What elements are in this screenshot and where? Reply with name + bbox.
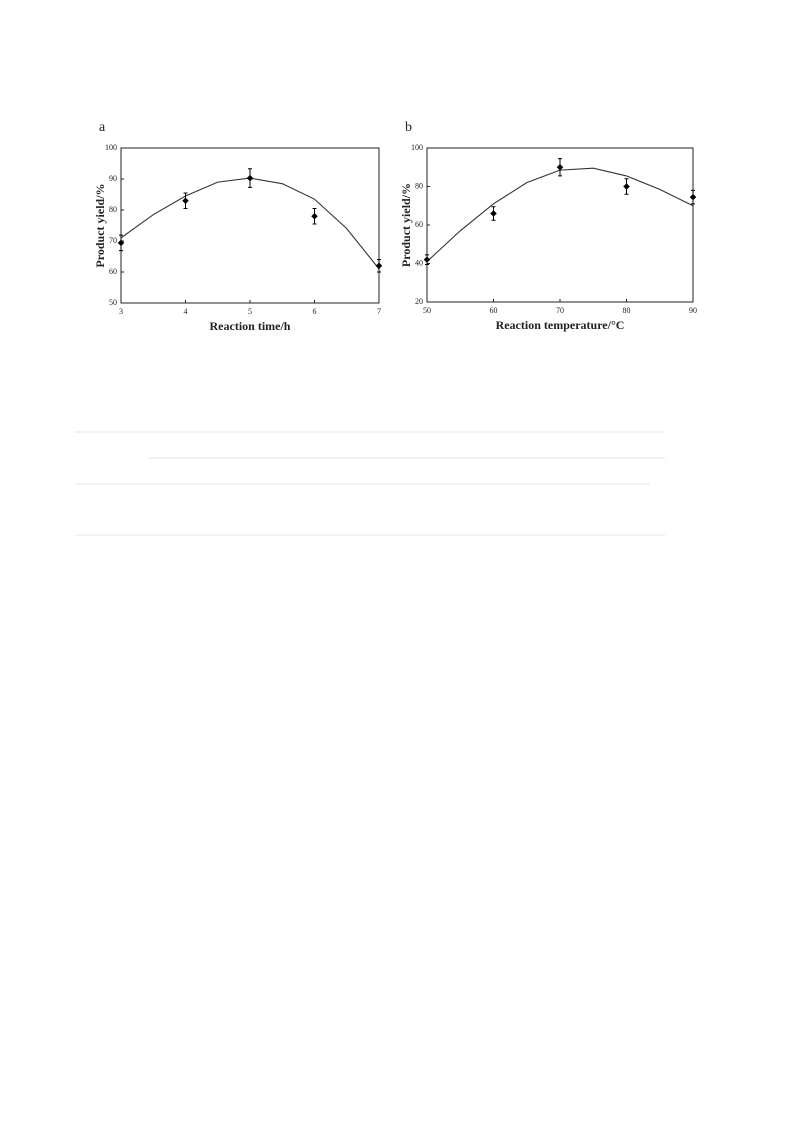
- data-point: [556, 163, 564, 171]
- data-point: [182, 197, 189, 204]
- x-tick-label: 70: [556, 306, 564, 315]
- y-tick-label: 20: [415, 297, 423, 306]
- data-point: [689, 193, 697, 201]
- x-tick-label: 3: [119, 307, 123, 316]
- y-tick-label: 90: [109, 174, 117, 183]
- y-tick-label: 100: [105, 143, 117, 152]
- x-tick-label: 7: [377, 307, 381, 316]
- panel-label: a: [99, 120, 106, 135]
- fit-curve: [426, 167, 694, 262]
- x-tick-label: 50: [423, 306, 431, 315]
- x-tick-label: 5: [248, 307, 252, 316]
- data-point: [375, 262, 383, 270]
- y-tick-label: 80: [109, 205, 117, 214]
- panel-label: b: [405, 120, 412, 135]
- x-axis-label: Reaction time/h: [210, 319, 291, 333]
- fit-curve: [120, 177, 380, 270]
- y-tick-label: 50: [109, 298, 117, 307]
- data-point: [490, 210, 497, 217]
- data-point: [623, 183, 630, 190]
- y-axis-label: Product yield/%: [399, 183, 413, 267]
- x-tick-label: 60: [490, 306, 498, 315]
- y-tick-label: 70: [109, 236, 117, 245]
- data-point: [246, 174, 254, 182]
- y-axis-label: Product yield/%: [93, 183, 107, 267]
- x-tick-label: 80: [623, 306, 631, 315]
- data-point: [311, 212, 318, 220]
- data-point: [423, 256, 431, 263]
- x-tick-label: 90: [689, 306, 697, 315]
- x-tick-label: 4: [184, 307, 188, 316]
- y-tick-label: 60: [415, 220, 423, 229]
- y-tick-label: 60: [109, 267, 117, 276]
- x-tick-label: 6: [313, 307, 317, 316]
- y-tick-label: 100: [411, 143, 423, 152]
- y-tick-label: 80: [415, 181, 423, 190]
- x-axis-label: Reaction temperature/°C: [496, 318, 625, 332]
- data-point: [117, 239, 125, 247]
- y-tick-label: 40: [415, 258, 423, 267]
